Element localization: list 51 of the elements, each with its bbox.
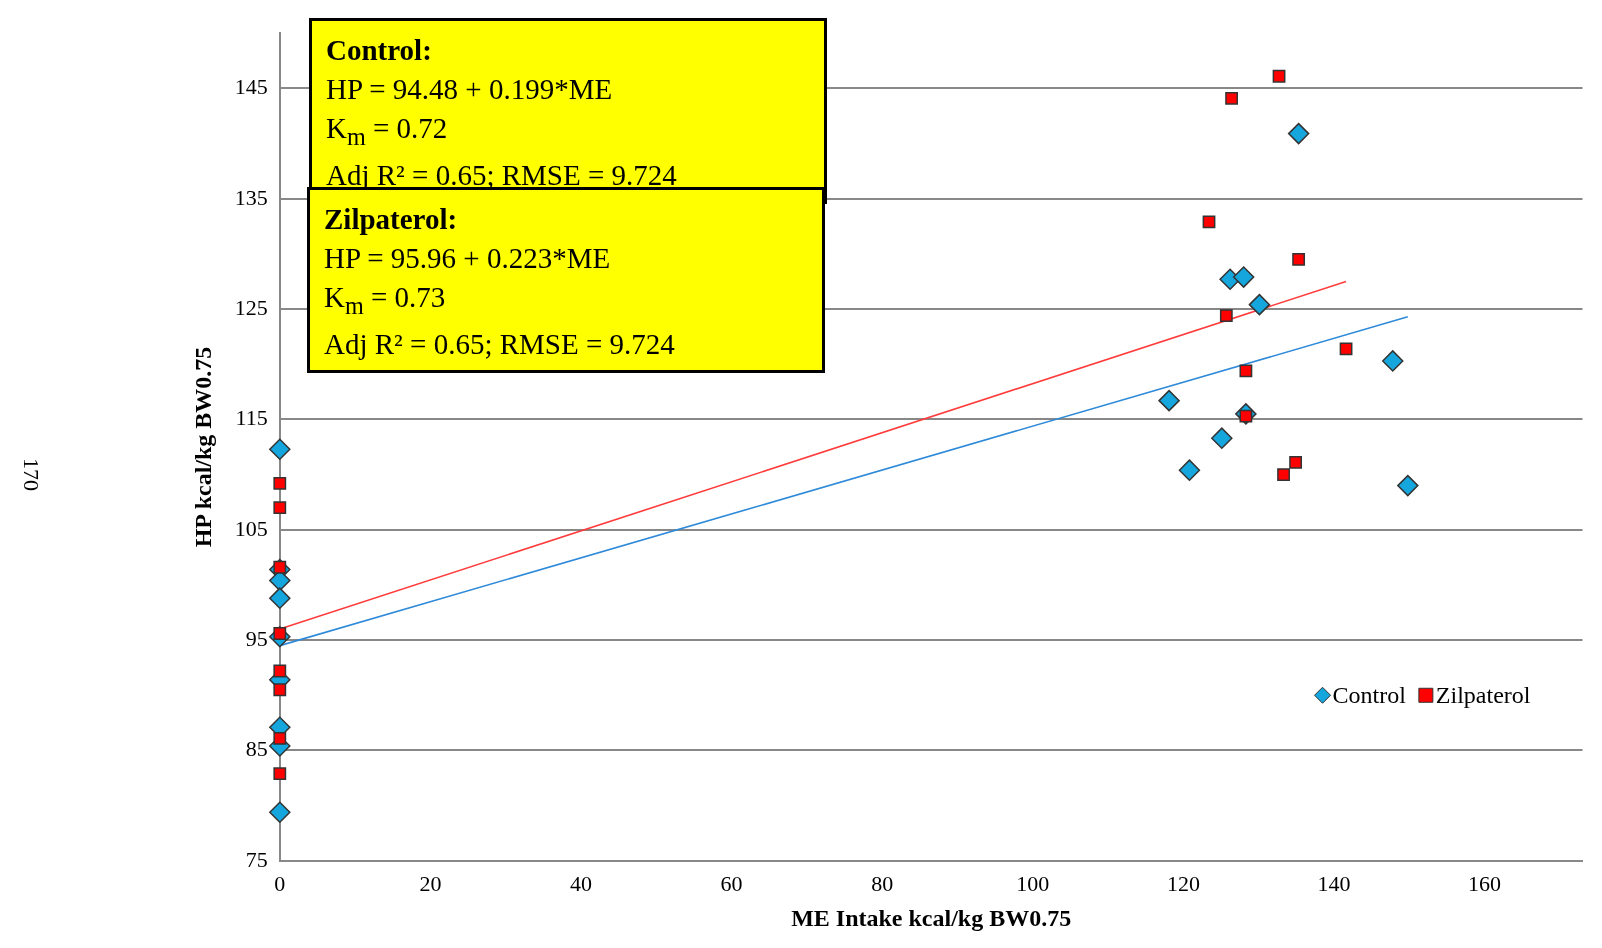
x-tick-label: 160 (1468, 870, 1502, 896)
point (1232, 266, 1255, 288)
point (1211, 427, 1233, 449)
x-tick-label: 60 (720, 870, 743, 896)
y-tick-label: 135 (234, 184, 268, 210)
x-tick-label: 100 (1016, 870, 1050, 896)
legend-label: Zilpaterol (1435, 681, 1531, 708)
y-tick-label: 115 (235, 405, 268, 431)
note-box: Zilpaterol: HP = 95.96 + 0.223*ME K$_{m}$ = 0.73 Adj R² = 0.65; RMSE = 9.724 (307, 187, 825, 373)
point (1202, 215, 1216, 229)
x-tick-label: 120 (1166, 870, 1200, 896)
x-axis-title: ME Intake kcal/kg BW0.75 (791, 904, 1072, 931)
point (1225, 91, 1239, 105)
point (1381, 350, 1404, 372)
point (273, 767, 287, 781)
point (269, 438, 291, 460)
point (1289, 456, 1303, 469)
point (1292, 253, 1306, 266)
x-tick-label: 140 (1317, 870, 1351, 896)
point (269, 587, 291, 609)
point (269, 801, 291, 823)
point (1248, 293, 1271, 316)
x-tick-label: 20 (419, 870, 442, 896)
point (1178, 459, 1201, 481)
legend-label: Control (1332, 681, 1407, 708)
point (273, 731, 287, 745)
y-tick-label: 105 (234, 515, 268, 541)
point (1287, 122, 1310, 145)
point (1272, 69, 1286, 83)
text: 170 (18, 458, 44, 491)
point (273, 477, 287, 490)
y-tick-label: 85 (245, 736, 268, 762)
annotation: Zilpaterol: HP = 95.96 + 0.223*ME K$_{m}$ = 0.73 Adj R² = 0.65; RMSE = 9.724 (324, 202, 676, 362)
y-tick-label: 145 (234, 74, 268, 100)
point (273, 501, 287, 515)
x-tick-label: 80 (871, 870, 894, 896)
point (1397, 474, 1419, 497)
x-tick-label: 40 (570, 870, 592, 896)
point (273, 683, 287, 697)
y-tick-label: 95 (245, 625, 268, 651)
y-tick-label: 125 (234, 294, 268, 320)
y-tick-label: 75 (245, 846, 268, 872)
point (1277, 468, 1290, 481)
x-tick-label: 0 (274, 870, 286, 896)
point (1339, 342, 1353, 356)
note-box: Control: HP = 94.48 + 0.199*ME K$_{m}$ = 0.72 Adj R² = 0.65; RMSE = 9.724 (309, 18, 827, 204)
point (1239, 364, 1253, 378)
point (1219, 309, 1233, 323)
y-axis-title: HP kcal/kg BW0.75 (189, 346, 216, 548)
point (1158, 389, 1180, 412)
point (273, 664, 287, 678)
